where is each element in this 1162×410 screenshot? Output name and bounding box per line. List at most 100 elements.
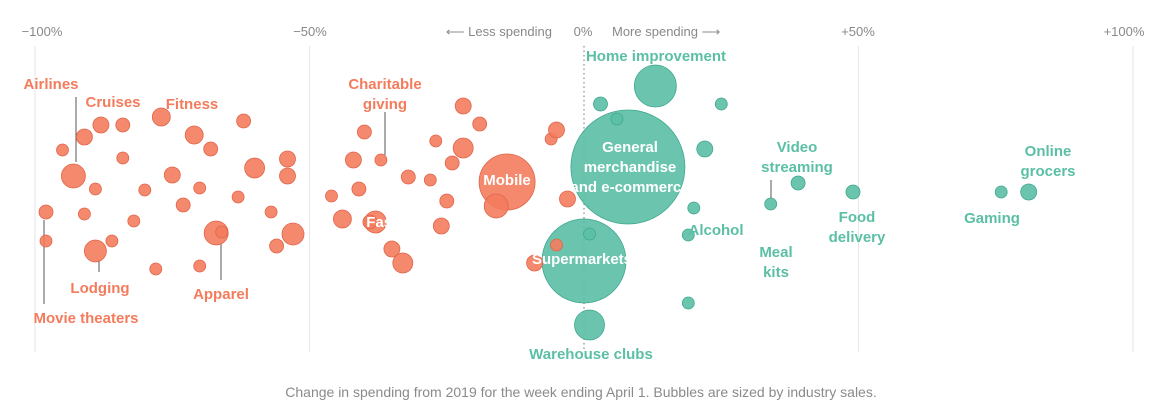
bubble [325,189,338,203]
bubble [454,97,472,115]
label-airlines: Airlines [23,76,78,93]
label-video-streaming: Video streaming [761,139,833,176]
bubble [383,240,401,258]
bubble [714,97,728,111]
label-supermarkets: Supermarkets [532,251,632,268]
bubble [452,137,474,159]
bubble-movie-theaters [38,204,54,220]
bubble-gaming [994,185,1008,199]
bubble [116,151,130,165]
bubble [244,157,266,179]
bubble [215,225,229,239]
bubble [583,227,596,241]
tick-label-plus-50: +50% [841,24,875,39]
bubble-meal-kits [764,197,778,211]
label-charitable-giving: Charitable giving [348,76,421,113]
bubble [432,217,450,235]
bubble [203,141,219,157]
bubble-online-grocers [1020,183,1038,201]
label-leader-lines [43,97,772,304]
bubble [526,254,543,272]
label-movie-theaters: Movie theaters [33,310,138,327]
bubble [332,209,352,229]
bubble [344,151,362,169]
more-spending-label: More spending ⟶ [612,24,720,39]
chart-caption: Change in spending from 2019 for the wee… [285,384,877,400]
bubble [439,193,455,209]
bubble [681,296,695,310]
bubble [115,117,131,133]
bubble [400,169,416,185]
bubble [269,238,285,254]
bubble [236,113,252,129]
bubble-food-delivery [845,184,861,200]
bubble-cruises [92,116,110,134]
bubble [279,167,296,185]
bubble [149,262,163,276]
tick-label-zero: 0% [574,24,593,39]
label-mobile: Mobile [483,172,531,189]
bubbles [38,64,1038,341]
label-fast-food: Fast food [366,214,434,231]
label-meal-kits: Meal kits [759,244,792,281]
bubble-home-improvement [634,64,677,108]
bubble [78,207,91,221]
bubble [392,252,414,274]
bubble-labels: Airlines Cruises Fitness Lodging Apparel… [23,48,1075,363]
axis-tick-labels: −100% −50% 0% +50% +100% [22,24,1145,39]
bubble-video-streaming [790,175,806,191]
bubble [559,190,576,208]
label-cruises: Cruises [85,94,140,111]
bubble [483,193,509,219]
bubble-warehouse-clubs [574,309,605,341]
bubble [356,124,372,140]
bubble [550,238,563,252]
bubble [351,181,367,197]
bubble [279,150,296,168]
bubble [429,134,443,148]
label-online-grocers: Online grocers [1020,143,1075,180]
label-general-merchandise: General merchandise and e-commerce [570,139,689,196]
label-alcohol: Alcohol [689,222,744,239]
bubble [444,155,460,171]
bubble [281,222,305,246]
bubble [193,181,207,195]
bubble [127,214,141,228]
bubble [423,173,437,187]
bubble [163,166,181,184]
bubble [610,112,624,126]
bubble [593,96,608,112]
label-food-delivery: Food delivery [829,209,886,246]
bubble-airlines [61,163,86,189]
bubble [472,116,488,132]
bubble [548,121,565,139]
label-fitness: Fitness [166,96,219,113]
bubble [681,228,695,242]
bubble-alcohol [687,201,701,215]
bubble [39,234,53,248]
bubble [362,214,378,230]
bubble [193,259,207,273]
label-lodging: Lodging [70,280,129,297]
tick-label-minus-50: −50% [293,24,327,39]
bubble [138,183,152,197]
bubble [56,143,69,157]
less-spending-label: ⟵ Less spending [446,24,552,39]
bubble [264,205,278,219]
bubble [76,128,93,146]
bubble [696,140,714,158]
tick-label-plus-100: +100% [1104,24,1145,39]
label-gaming: Gaming [964,210,1020,227]
bubble-fitness [184,125,204,145]
bubble [231,190,245,204]
bubble-charitable-giving [374,153,388,167]
label-warehouse-clubs: Warehouse clubs [529,346,653,363]
bubble [105,234,119,248]
bubble [175,197,191,213]
label-home-improvement: Home improvement [586,48,726,65]
bubble-general-merchandise-and-e-commerce [570,109,686,225]
bubble [151,107,171,127]
tick-label-minus-100: −100% [22,24,63,39]
label-apparel: Apparel [193,286,249,303]
